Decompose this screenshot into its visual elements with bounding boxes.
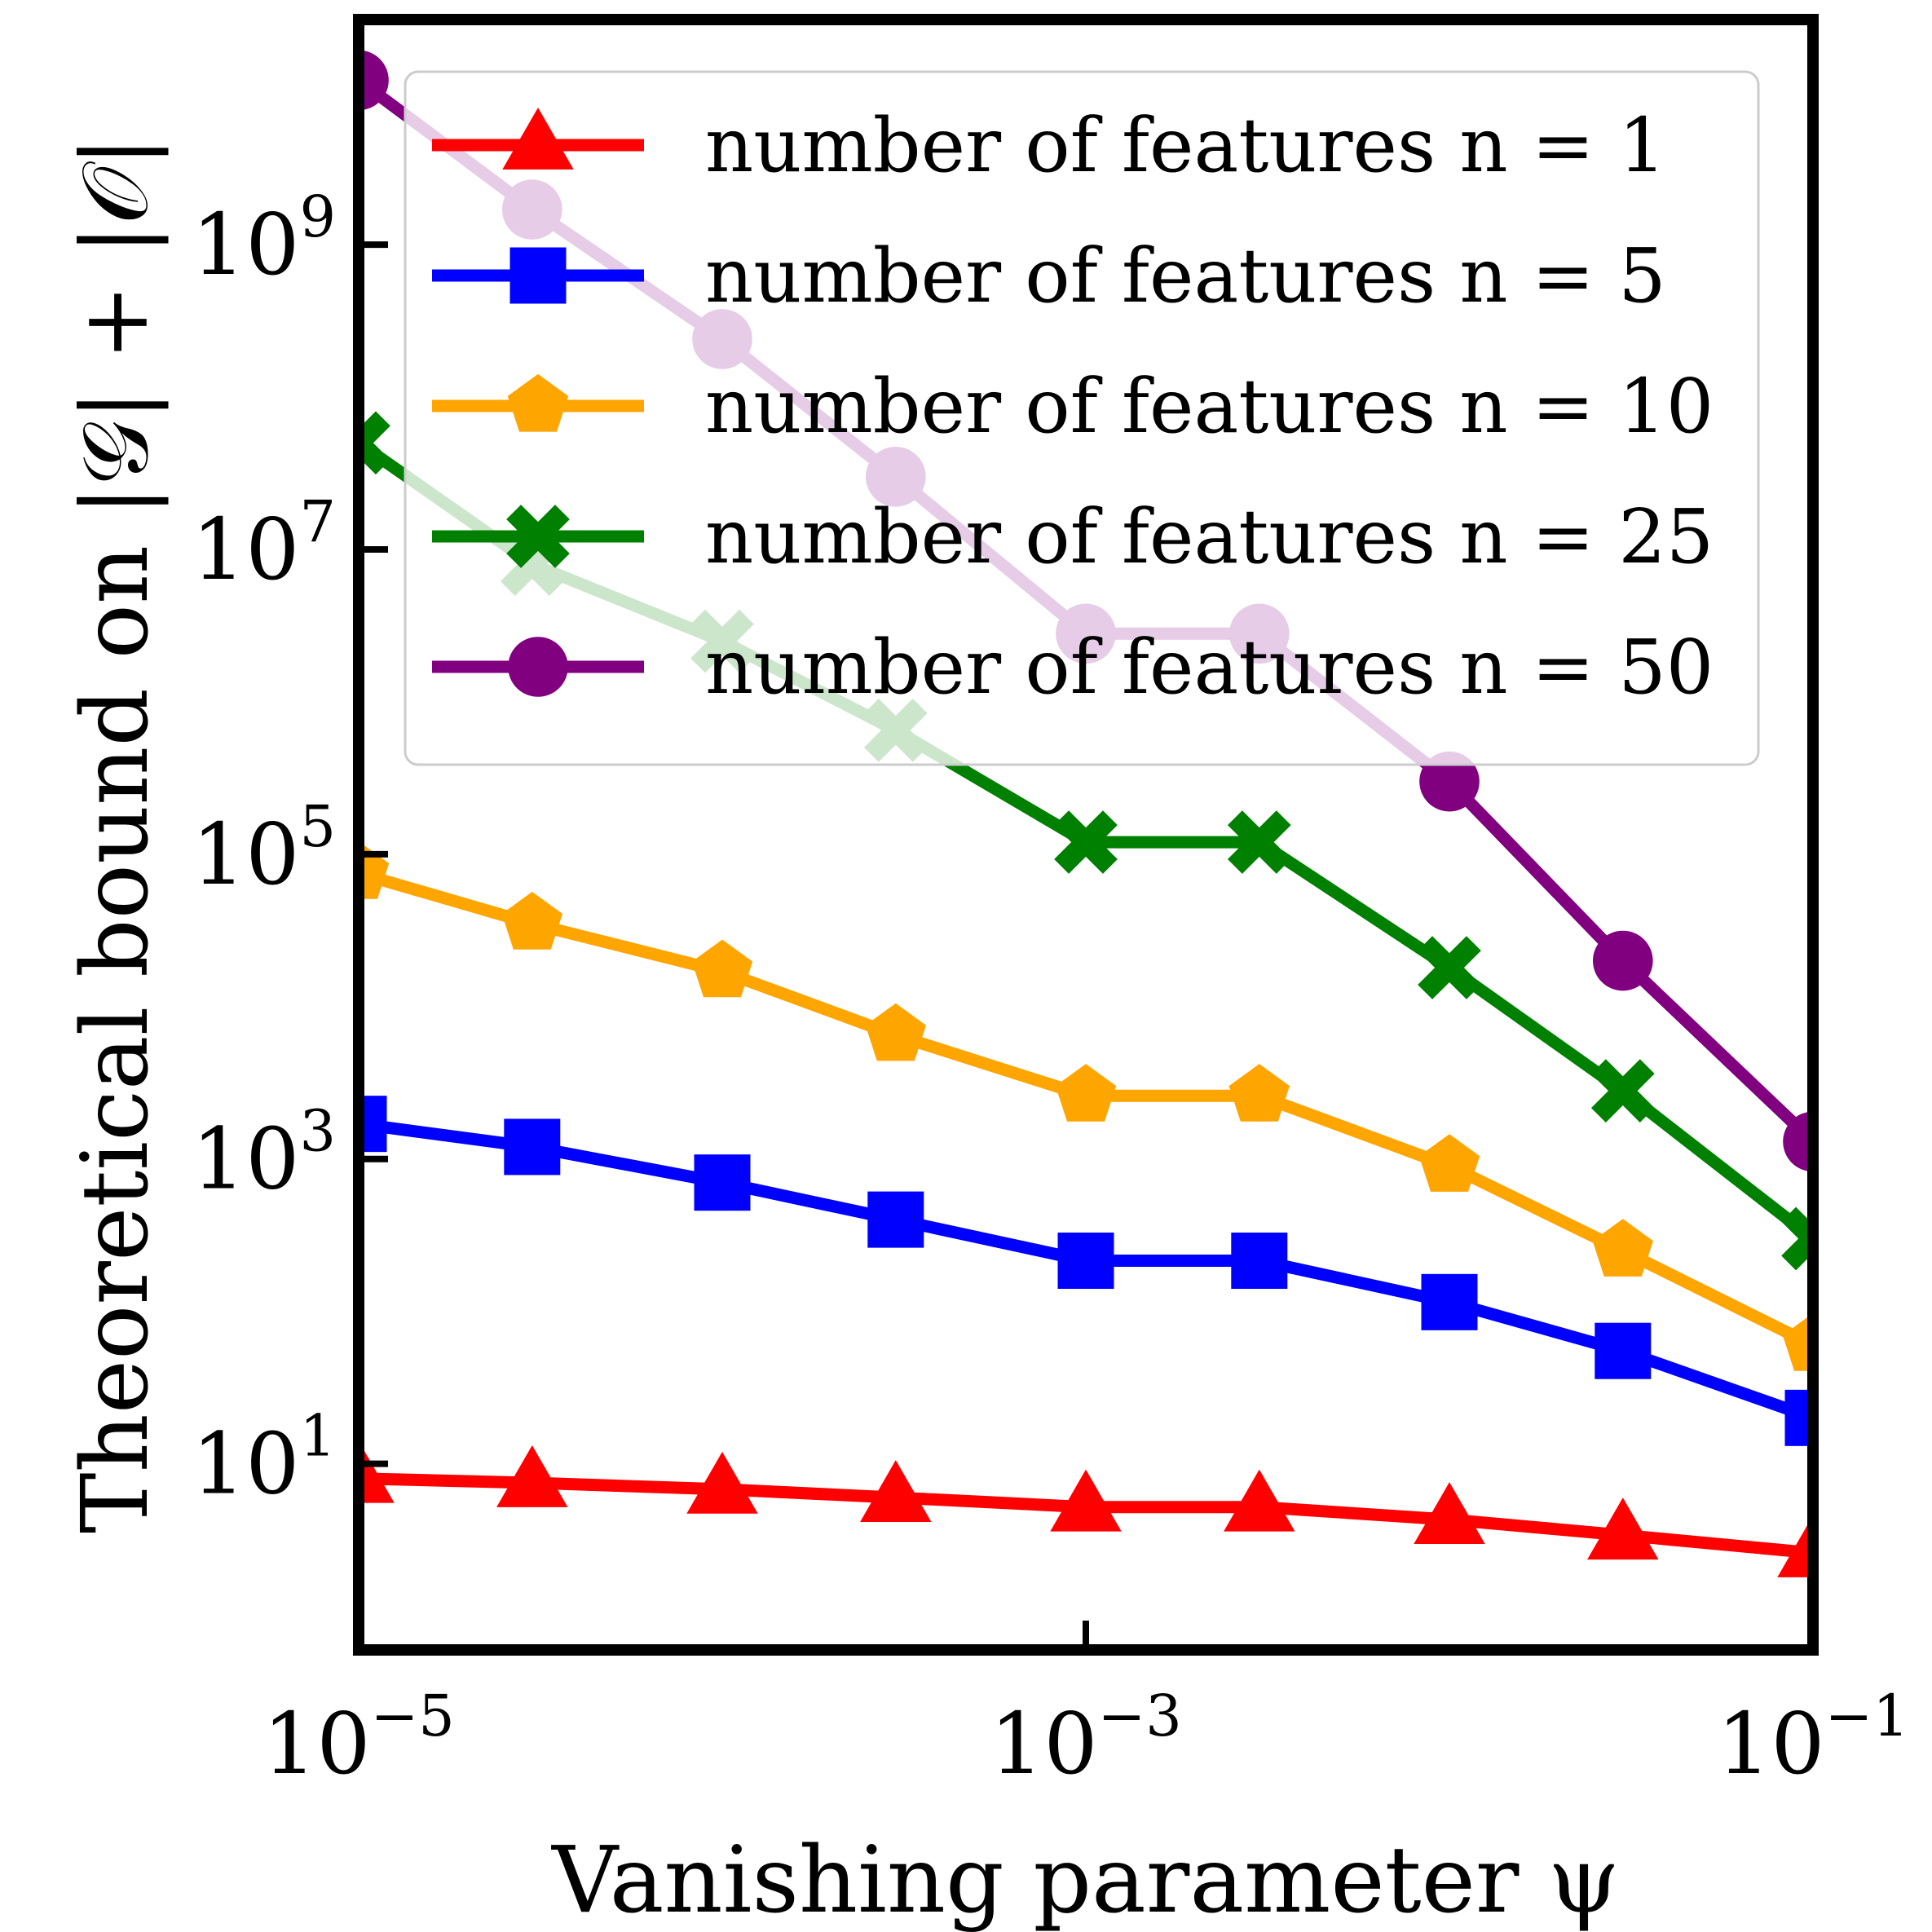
y-axis-label: Theoretical bound on |𝒢| + |𝒪| xyxy=(63,136,169,1533)
data-point xyxy=(1224,1469,1295,1532)
data-point xyxy=(1231,1233,1288,1290)
legend-marker xyxy=(508,637,568,697)
data-point xyxy=(359,1440,395,1503)
data-point xyxy=(1414,1482,1485,1545)
legend-marker xyxy=(507,373,569,432)
legend-item: number of features n = 50 xyxy=(432,624,1714,711)
x-axis-label: Vanishing parameter ψ xyxy=(550,1828,1620,1932)
data-point xyxy=(359,411,390,475)
data-point xyxy=(860,1460,932,1522)
data-point xyxy=(1777,1515,1813,1577)
data-point xyxy=(359,50,389,111)
data-point xyxy=(1595,1322,1652,1379)
legend-label: number of features n = 25 xyxy=(705,493,1714,580)
data-point xyxy=(1054,810,1118,874)
y-tick-label: 107 xyxy=(192,488,336,599)
data-point xyxy=(691,939,753,998)
data-point xyxy=(1057,1233,1114,1290)
legend-marker xyxy=(502,108,574,170)
x-tick-label: 10−5 xyxy=(262,1683,455,1793)
data-point xyxy=(1421,1273,1478,1330)
series-3 xyxy=(359,841,1813,1371)
data-point xyxy=(867,1191,924,1248)
data-point xyxy=(504,1118,561,1176)
data-point xyxy=(1227,810,1291,874)
y-tick-label: 103 xyxy=(192,1098,336,1209)
data-point xyxy=(1055,1064,1117,1122)
data-point xyxy=(1587,1498,1659,1560)
data-point xyxy=(1419,751,1480,812)
legend-label: number of features n = 5 xyxy=(705,232,1666,320)
x-tick-label: 10−1 xyxy=(1717,1683,1909,1793)
legend-label: number of features n = 1 xyxy=(705,102,1666,189)
data-point xyxy=(501,892,562,950)
data-point xyxy=(1783,1111,1813,1172)
legend-label: number of features n = 50 xyxy=(705,624,1714,711)
data-point xyxy=(694,1154,751,1211)
data-point xyxy=(1418,936,1481,999)
data-point xyxy=(1592,1219,1653,1277)
data-point xyxy=(496,1445,568,1507)
data-point xyxy=(1592,930,1653,991)
data-point xyxy=(686,1451,758,1514)
legend-box xyxy=(404,70,1760,766)
data-point xyxy=(1590,1059,1655,1123)
y-tick-label: 101 xyxy=(192,1403,336,1514)
data-point xyxy=(1781,1206,1813,1271)
data-point xyxy=(1418,1134,1480,1192)
legend-item: number of features n = 1 xyxy=(432,102,1666,189)
data-point xyxy=(1050,1469,1122,1532)
ticks-layer: 10−5 10−3 10−1 101 103 105 107 109 xyxy=(192,183,1909,1793)
y-tick-label: 105 xyxy=(192,793,336,904)
data-point xyxy=(1782,1313,1813,1371)
legend-item: number of features n = 10 xyxy=(432,363,1714,450)
data-point xyxy=(1228,1064,1290,1122)
data-point xyxy=(865,1003,926,1061)
series-1 xyxy=(359,1440,1813,1577)
x-tick-label: 10−3 xyxy=(990,1683,1182,1793)
legend-item: number of features n = 25 xyxy=(432,493,1714,580)
legend: number of features n = 1 number of featur… xyxy=(404,70,1760,766)
legend-marker xyxy=(509,247,567,304)
legend-item: number of features n = 5 xyxy=(432,232,1666,320)
legend-label: number of features n = 10 xyxy=(705,363,1714,450)
legend-marker xyxy=(506,505,570,568)
y-tick-label: 109 xyxy=(192,183,336,294)
